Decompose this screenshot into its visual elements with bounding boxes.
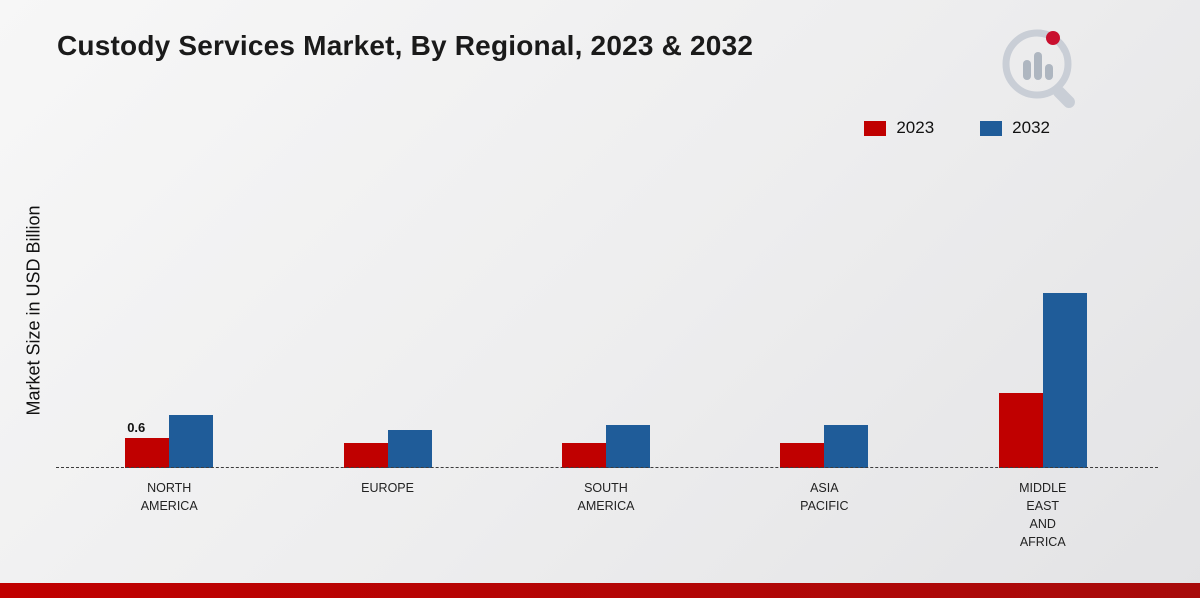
bar-group-3: ASIA PACIFIC bbox=[780, 150, 869, 513]
chart-title: Custody Services Market, By Regional, 20… bbox=[57, 30, 754, 61]
category-label-1: EUROPE bbox=[361, 481, 414, 495]
category-label-2: SOUTH AMERICA bbox=[577, 481, 635, 514]
bar-group-1: EUROPE bbox=[343, 150, 432, 495]
bar-2023-0: 0.6 bbox=[125, 420, 170, 468]
brand-logo-icon bbox=[1002, 29, 1075, 108]
bar-2023-4 bbox=[998, 393, 1043, 468]
bar-2032-0 bbox=[169, 415, 214, 468]
legend-swatch-2023 bbox=[864, 120, 887, 136]
bar-group-0: 0.6 NORTH AMERICA bbox=[125, 150, 214, 513]
value-label: 0.6 bbox=[127, 420, 146, 435]
bar-groups: 0.6 NORTH AMERICA EUROPE SOUTH AMERICA ASIA PAC… bbox=[60, 150, 1152, 549]
bars bbox=[343, 430, 432, 468]
legend: 2023 2032 bbox=[864, 118, 1050, 138]
bar-group-2: SOUTH AMERICA bbox=[561, 150, 650, 513]
bars bbox=[998, 293, 1087, 468]
category-label-0: NORTH AMERICA bbox=[140, 481, 198, 514]
bars: 0.6 bbox=[125, 415, 214, 468]
bar-2032-2 bbox=[605, 425, 650, 468]
category-label-4: MIDDLE EAST AND AFRICA bbox=[1019, 481, 1067, 550]
footer-stripe bbox=[0, 583, 1200, 598]
bar-2032-4 bbox=[1042, 293, 1087, 468]
bars bbox=[561, 425, 650, 468]
y-axis-label: Market Size in USD Billion bbox=[23, 205, 44, 416]
bar-2032-3 bbox=[824, 425, 869, 468]
bars bbox=[780, 425, 869, 468]
bar-2023-2 bbox=[561, 443, 606, 468]
bar-2023-3 bbox=[780, 443, 825, 468]
chart-area: 0.6 NORTH AMERICA EUROPE SOUTH AMERICA ASIA PAC… bbox=[56, 150, 1158, 549]
bar-2023-1 bbox=[343, 443, 388, 468]
footer-edge bbox=[0, 598, 1200, 600]
x-axis-baseline bbox=[56, 467, 1158, 468]
bar-group-4: MIDDLE EAST AND AFRICA bbox=[998, 150, 1087, 549]
bar-2032-1 bbox=[387, 430, 432, 468]
category-label-3: ASIA PACIFIC bbox=[800, 481, 849, 514]
legend-swatch-2032 bbox=[980, 120, 1003, 136]
legend-label-2032: 2032 bbox=[1012, 118, 1050, 137]
legend-label-2023: 2023 bbox=[896, 118, 935, 137]
brand-logo bbox=[995, 26, 1087, 114]
legend-item-2032: 2032 bbox=[980, 118, 1050, 138]
legend-item-2023: 2023 bbox=[864, 118, 934, 138]
